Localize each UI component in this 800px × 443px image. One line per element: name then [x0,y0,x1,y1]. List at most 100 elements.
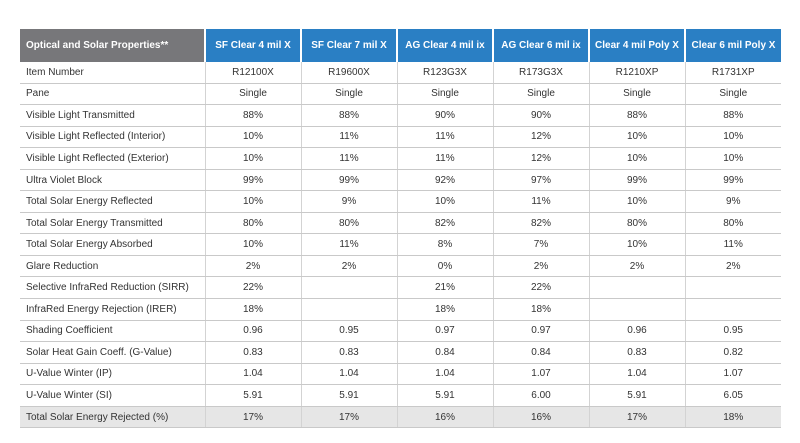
column-header: AG Clear 6 mil ix [493,29,590,62]
table-cell: 6.05 [685,384,781,407]
table-cell: Single [205,83,302,106]
table-cell: 80% [205,212,302,235]
table-cell [589,298,686,321]
table-cell: 11% [493,190,590,213]
table-cell: 10% [589,233,686,256]
table-cell: 12% [493,126,590,149]
table-cell: 16% [493,406,590,429]
row-label: Total Solar Energy Reflected [20,190,206,213]
table-row: Solar Heat Gain Coeff. (G-Value) 0.83 0.83… [20,341,781,364]
table-cell: 99% [205,169,302,192]
table-cell: 5.91 [205,384,302,407]
table-row: Glare Reduction 2% 2% 0% 2% 2% 2% [20,255,781,278]
table-title: Optical and Solar Properties** [20,29,206,62]
table-cell: 10% [589,126,686,149]
table-cell: 11% [301,126,398,149]
table-cell [685,298,781,321]
table-cell: 11% [397,147,494,170]
table-row: Visible Light Reflected (Exterior) 10% 11%… [20,147,781,170]
table-cell: 90% [397,104,494,127]
table-cell: 88% [205,104,302,127]
table-row: Shading Coefficient 0.96 0.95 0.97 0.97 0.96 0… [20,320,781,343]
table-cell [301,298,398,321]
table-cell: 2% [205,255,302,278]
table-cell: 6.00 [493,384,590,407]
table-cell: 1.04 [205,363,302,386]
table-cell: 5.91 [589,384,686,407]
column-header: Clear 6 mil Poly X [685,29,781,62]
row-label: Ultra Violet Block [20,169,206,192]
table-header-row: Optical and Solar Properties** SF Clear … [20,29,781,62]
table-cell: 17% [205,406,302,429]
table-cell: 8% [397,233,494,256]
column-header: AG Clear 4 mil ix [397,29,494,62]
row-label: Item Number [20,62,206,84]
table-cell: 10% [589,147,686,170]
table-row: U-Value Winter (IP) 1.04 1.04 1.04 1.07 1.04 1… [20,363,781,386]
table-cell: 0% [397,255,494,278]
row-label: Solar Heat Gain Coeff. (G-Value) [20,341,206,364]
table-cell: 11% [301,147,398,170]
table-cell: Single [685,83,781,106]
table-cell: 0.83 [589,341,686,364]
table-cell: 0.97 [397,320,494,343]
table-cell: 88% [685,104,781,127]
table-cell: 2% [589,255,686,278]
row-label: Visible Light Reflected (Exterior) [20,147,206,170]
table-cell: 10% [685,126,781,149]
row-label: Total Solar Energy Transmitted [20,212,206,235]
table-cell: 1.07 [493,363,590,386]
table-cell: R1210XP [589,62,686,84]
table-cell: R1731XP [685,62,781,84]
table-cell: 11% [397,126,494,149]
row-label: Visible Light Transmitted [20,104,206,127]
table-cell: 5.91 [397,384,494,407]
table-cell: Single [397,83,494,106]
table-cell: 0.84 [397,341,494,364]
properties-table-container: Optical and Solar Properties** SF Clear … [20,29,781,429]
table-cell: 17% [589,406,686,429]
table-cell: 21% [397,276,494,300]
table-cell: 18% [397,298,494,321]
column-header: SF Clear 4 mil X [205,29,302,62]
table-row: Pane Single Single Single Single Single Single [20,83,781,106]
table-row: U-Value Winter (SI) 5.91 5.91 5.91 6.00 5.91 6… [20,384,781,407]
table-cell: 18% [205,298,302,321]
table-cell: R12100X [205,62,302,84]
table-cell: 0.84 [493,341,590,364]
table-row: Item Number R12100X R19600X R123G3X R173G3X R… [20,62,781,84]
row-label: U-Value Winter (IP) [20,363,206,386]
table-cell: R173G3X [493,62,590,84]
table-cell: 12% [493,147,590,170]
table-cell: 82% [493,212,590,235]
table-cell: 99% [589,169,686,192]
table-cell: 22% [493,276,590,300]
table-cell: 80% [589,212,686,235]
table-cell: 9% [301,190,398,213]
table-cell: 99% [685,169,781,192]
table-cell: 9% [685,190,781,213]
table-cell: 1.04 [397,363,494,386]
table-cell: Single [301,83,398,106]
table-cell: 22% [205,276,302,300]
row-label: InfraRed Energy Rejection (IRER) [20,298,206,321]
table-cell: 92% [397,169,494,192]
table-cell: 7% [493,233,590,256]
row-label: Total Solar Energy Absorbed [20,233,206,256]
table-cell [685,276,781,300]
table-cell: 0.97 [493,320,590,343]
table-cell [589,276,686,300]
table-cell: 80% [301,212,398,235]
table-cell [301,276,398,300]
table-cell: 16% [397,406,494,429]
table-cell: 2% [301,255,398,278]
table-cell: 0.83 [205,341,302,364]
table-cell: 0.82 [685,341,781,364]
table-cell: 5.91 [301,384,398,407]
table-cell: 88% [589,104,686,127]
optical-solar-properties-table: Optical and Solar Properties** SF Clear … [20,29,781,429]
table-cell: 0.95 [301,320,398,343]
table-cell: 88% [301,104,398,127]
row-label: Selective InfraRed Reduction (SIRR) [20,276,206,300]
table-row: Selective InfraRed Reduction (SIRR) 22% 21… [20,276,781,300]
